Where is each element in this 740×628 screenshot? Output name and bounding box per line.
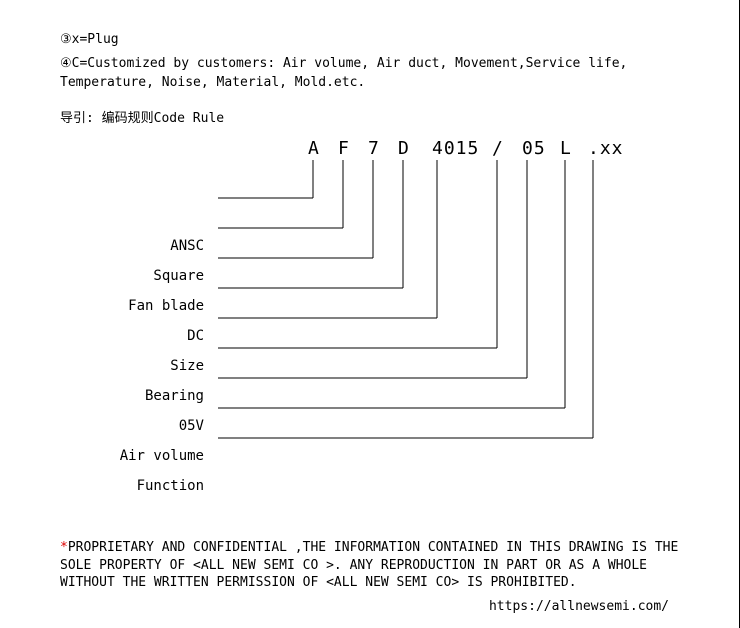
code-rule-diagram: AF7D 4015 / 05 L .xx ANSC Square Fan blade DC Siz…	[60, 138, 699, 498]
footer-star: *	[60, 540, 68, 555]
note-plug: ③x=Plug	[60, 30, 699, 50]
guide-title: 导引: 编码规则Code Rule	[60, 107, 699, 126]
code-label: DC	[60, 328, 210, 344]
code-label: ANSC	[60, 238, 210, 254]
proprietary-footer: *PROPRIETARY AND CONFIDENTIAL ,THE INFOR…	[60, 539, 699, 592]
code-label: Function	[60, 478, 210, 494]
code-seg: D	[398, 138, 410, 159]
footer-text: PROPRIETARY AND CONFIDENTIAL ,THE INFORM…	[60, 540, 678, 590]
code-label: Bearing	[60, 388, 210, 404]
label-row: ANSC	[60, 238, 210, 254]
label-row: Size	[60, 358, 210, 374]
code-label: Square	[60, 268, 210, 284]
code-seg: .xx	[588, 138, 624, 159]
code-label: 05V	[60, 418, 210, 434]
label-row: Function	[60, 478, 210, 494]
code-seg: /	[492, 138, 504, 159]
code-seg: 05	[522, 138, 546, 159]
label-row: Fan blade	[60, 298, 210, 314]
code-label: Size	[60, 358, 210, 374]
label-row: Square	[60, 268, 210, 284]
code-label: Fan blade	[60, 298, 210, 314]
label-row: 05V	[60, 418, 210, 434]
code-seg: L	[560, 138, 572, 159]
code-label: Air volume	[60, 448, 210, 464]
code-seg: 7	[368, 138, 380, 159]
code-seg: A	[308, 138, 320, 159]
label-row: DC	[60, 328, 210, 344]
label-row: Air volume	[60, 448, 210, 464]
label-row: Bearing	[60, 388, 210, 404]
site-url: https://allnewsemi.com/	[489, 599, 669, 614]
code-seg: 4015	[432, 138, 479, 159]
note-custom: ④C=Customized by customers: Air volume, …	[60, 54, 699, 93]
connector-lines	[60, 138, 699, 498]
code-seg: F	[338, 138, 350, 159]
